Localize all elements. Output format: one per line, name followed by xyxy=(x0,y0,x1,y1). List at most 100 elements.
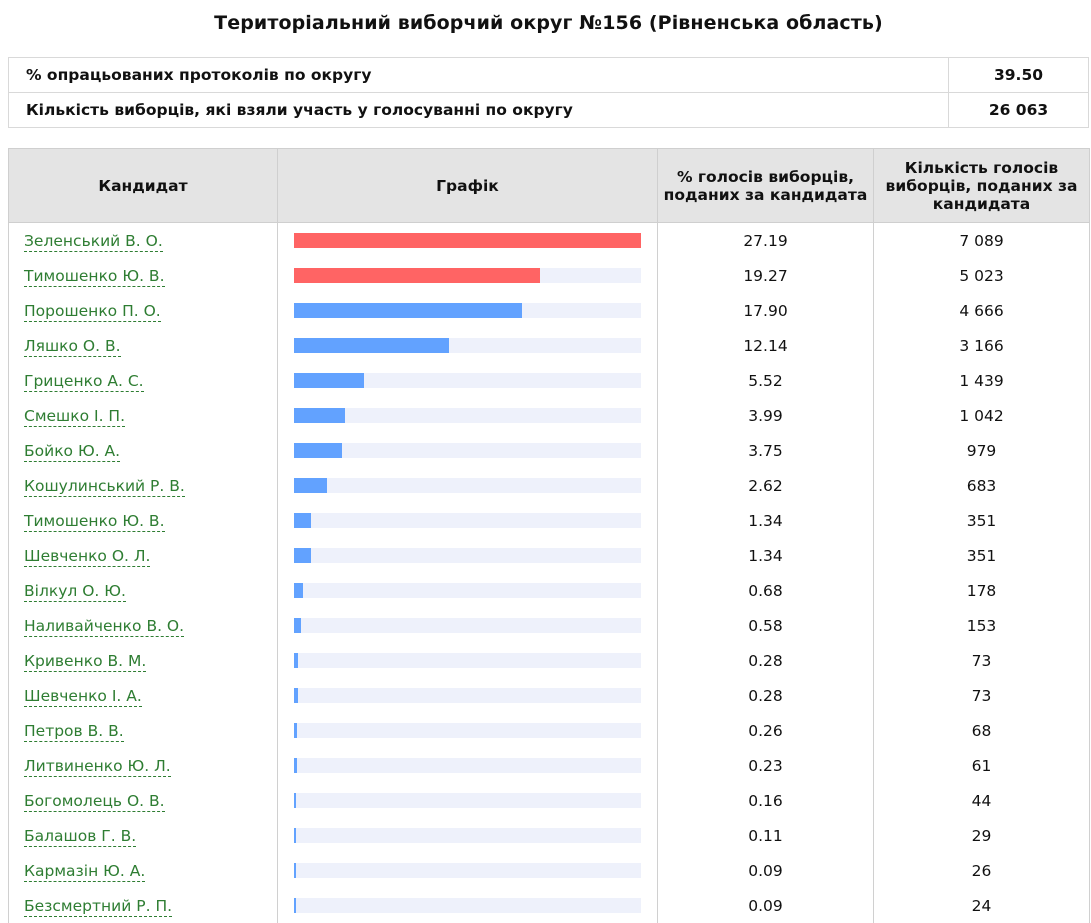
bar-track xyxy=(294,443,641,458)
candidate-link[interactable]: Литвиненко Ю. Л. xyxy=(24,757,171,777)
percent-cell: 0.28 xyxy=(658,643,874,678)
bar xyxy=(294,758,297,773)
candidate-link[interactable]: Балашов Г. В. xyxy=(24,827,136,847)
candidate-cell: Порошенко П. О. xyxy=(9,293,278,328)
count-cell: 5 023 xyxy=(874,258,1090,293)
candidate-link[interactable]: Шевченко О. Л. xyxy=(24,547,150,567)
results-table: Кандидат Графік % голосів виборців, пода… xyxy=(8,148,1090,923)
chart-cell xyxy=(278,713,658,748)
candidate-link[interactable]: Зеленський В. О. xyxy=(24,232,163,252)
bar-track xyxy=(294,373,641,388)
bar xyxy=(294,793,296,808)
bar-track xyxy=(294,758,641,773)
candidate-link[interactable]: Кармазін Ю. А. xyxy=(24,862,145,882)
count-cell: 683 xyxy=(874,468,1090,503)
header-percent: % голосів виборців, поданих за кандидата xyxy=(658,149,874,223)
candidate-cell: Наливайченко В. О. xyxy=(9,608,278,643)
candidate-cell: Тимошенко Ю. В. xyxy=(9,258,278,293)
bar xyxy=(294,898,296,913)
candidate-cell: Шевченко О. Л. xyxy=(9,538,278,573)
chart-cell xyxy=(278,643,658,678)
chart-cell xyxy=(278,468,658,503)
summary-value: 39.50 xyxy=(949,58,1089,93)
bar xyxy=(294,688,298,703)
summary-value: 26 063 xyxy=(949,93,1089,128)
bar-track xyxy=(294,618,641,633)
count-cell: 1 439 xyxy=(874,363,1090,398)
bar xyxy=(294,373,364,388)
bar xyxy=(294,268,540,283)
candidate-cell: Богомолець О. В. xyxy=(9,783,278,818)
chart-cell xyxy=(278,503,658,538)
candidate-cell: Ляшко О. В. xyxy=(9,328,278,363)
candidate-cell: Кривенко В. М. xyxy=(9,643,278,678)
candidate-link[interactable]: Бойко Ю. А. xyxy=(24,442,120,462)
candidate-link[interactable]: Наливайченко В. О. xyxy=(24,617,184,637)
header-count: Кількість голосів виборців, поданих за к… xyxy=(874,149,1090,223)
percent-cell: 1.34 xyxy=(658,503,874,538)
results-header-row: Кандидат Графік % голосів виборців, пода… xyxy=(9,149,1090,223)
candidate-cell: Смешко І. П. xyxy=(9,398,278,433)
count-cell: 153 xyxy=(874,608,1090,643)
chart-cell xyxy=(278,748,658,783)
candidate-cell: Кошулинський Р. В. xyxy=(9,468,278,503)
bar-track xyxy=(294,898,641,913)
percent-cell: 0.26 xyxy=(658,713,874,748)
candidate-link[interactable]: Кривенко В. М. xyxy=(24,652,146,672)
count-cell: 351 xyxy=(874,503,1090,538)
candidate-cell: Балашов Г. В. xyxy=(9,818,278,853)
percent-cell: 0.11 xyxy=(658,818,874,853)
count-cell: 351 xyxy=(874,538,1090,573)
bar xyxy=(294,513,311,528)
count-cell: 44 xyxy=(874,783,1090,818)
candidate-link[interactable]: Вілкул О. Ю. xyxy=(24,582,126,602)
candidate-link[interactable]: Тимошенко Ю. В. xyxy=(24,267,165,287)
candidate-link[interactable]: Богомолець О. В. xyxy=(24,792,165,812)
bar xyxy=(294,723,297,738)
count-cell: 73 xyxy=(874,643,1090,678)
count-cell: 7 089 xyxy=(874,223,1090,259)
bar-track xyxy=(294,688,641,703)
percent-cell: 0.23 xyxy=(658,748,874,783)
header-chart: Графік xyxy=(278,149,658,223)
count-cell: 24 xyxy=(874,888,1090,923)
candidate-link[interactable]: Гриценко А. С. xyxy=(24,372,144,392)
candidate-link[interactable]: Тимошенко Ю. В. xyxy=(24,512,165,532)
candidate-cell: Безсмертний Р. П. xyxy=(9,888,278,923)
candidate-cell: Тимошенко Ю. В. xyxy=(9,503,278,538)
count-cell: 4 666 xyxy=(874,293,1090,328)
candidate-link[interactable]: Ляшко О. В. xyxy=(24,337,121,357)
bar-track xyxy=(294,303,641,318)
chart-cell xyxy=(278,328,658,363)
candidate-link[interactable]: Безсмертний Р. П. xyxy=(24,897,172,917)
bar xyxy=(294,408,345,423)
candidate-link[interactable]: Шевченко І. А. xyxy=(24,687,142,707)
candidate-link[interactable]: Кошулинський Р. В. xyxy=(24,477,185,497)
summary-row-turnout: Кількість виборців, які взяли участь у г… xyxy=(9,93,1089,128)
count-cell: 29 xyxy=(874,818,1090,853)
bar-track xyxy=(294,268,641,283)
candidate-cell: Вілкул О. Ю. xyxy=(9,573,278,608)
percent-cell: 12.14 xyxy=(658,328,874,363)
percent-cell: 0.58 xyxy=(658,608,874,643)
bar-track xyxy=(294,233,641,248)
bar-track xyxy=(294,338,641,353)
page-title: Територіальний виборчий округ №156 (Рівн… xyxy=(0,12,1091,34)
candidate-link[interactable]: Петров В. В. xyxy=(24,722,124,742)
count-cell: 979 xyxy=(874,433,1090,468)
candidate-link[interactable]: Смешко І. П. xyxy=(24,407,125,427)
candidate-link[interactable]: Порошенко П. О. xyxy=(24,302,161,322)
summary-row-protocols: % опрацьованих протоколів по округу 39.5… xyxy=(9,58,1089,93)
count-cell: 68 xyxy=(874,713,1090,748)
